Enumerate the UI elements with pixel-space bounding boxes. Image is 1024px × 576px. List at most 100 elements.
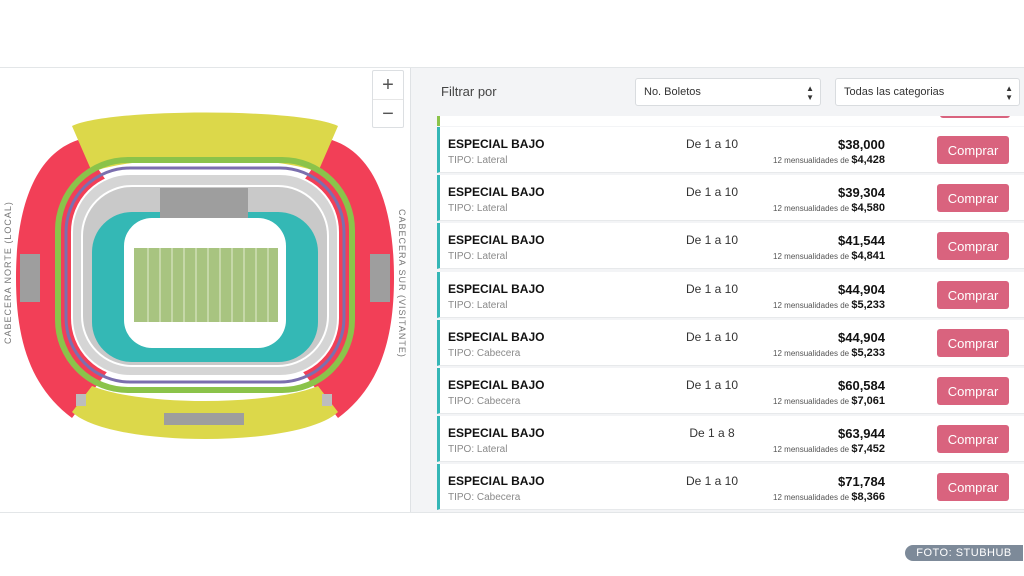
listings-panel: Filtrar por No. Boletos ▲ ▼ Todas las cat… <box>411 68 1024 512</box>
section-yellow-bottom <box>72 386 338 439</box>
listing-title: ESPECIAL BAJO <box>448 137 545 151</box>
buy-button[interactable]: Comprar <box>937 232 1009 261</box>
monthly-amount: $5,233 <box>851 298 885 311</box>
ring-purple <box>64 166 346 384</box>
listing-row[interactable]: ESPECIAL BAJO TIPO: Cabecera De 1 a 10 $44,… <box>437 319 1024 366</box>
entrance-left <box>20 254 40 302</box>
listing-price: $71,784 <box>838 474 885 490</box>
categorias-select[interactable]: Todas las categorias ▲ ▼ <box>835 78 1020 106</box>
listing-title: ESPECIAL BAJO <box>448 185 545 200</box>
listing-price: $44,904 <box>838 329 885 345</box>
south-block <box>164 413 244 425</box>
listing-type: TIPO: Lateral <box>448 203 508 215</box>
monthly-amount: $4,841 <box>851 250 885 263</box>
listing-quantity: De 1 a 10 <box>685 281 739 296</box>
listing-type: TIPO: Cabecera <box>448 347 521 359</box>
listing-quantity: De 1 a 8 <box>689 426 735 441</box>
label-cabecera-norte: CABECERA NORTE (LOCAL) <box>3 201 13 344</box>
select-arrows-icon: ▲ ▼ <box>1005 84 1013 102</box>
corner-block-bl <box>76 394 86 406</box>
listing-row[interactable]: ESPECIAL BAJO TIPO: Lateral De 1 a 10 $41,5… <box>437 223 1024 270</box>
app-frame: CABECERA NORTE (LOCAL) CABECERA SUR (VIS… <box>0 67 1024 513</box>
listing-title: ESPECIAL BAJO <box>448 281 545 296</box>
monthly-prefix: 12 mensualidades de <box>773 445 850 455</box>
boletos-select-value: No. Boletos <box>644 86 701 98</box>
zoom-control: + − <box>372 70 404 128</box>
listing-row[interactable]: ESPECIAL BAJO TIPO: Lateral De 1 a 8 $63,94… <box>437 416 1024 463</box>
buy-button-partial[interactable] <box>940 116 1010 118</box>
listing-type: TIPO: Cabecera <box>448 492 521 504</box>
listing-row[interactable]: ESPECIAL BAJO TIPO: Lateral De 1 a 10 $44,9… <box>437 271 1024 318</box>
label-cabecera-sur: CABECERA SUR (VISITANTE) <box>397 209 407 358</box>
listing-price: $39,304 <box>838 185 885 201</box>
press-box <box>160 188 248 218</box>
listing-title: ESPECIAL BAJO <box>448 233 545 248</box>
listing-quantity: De 1 a 10 <box>685 137 739 151</box>
zoom-in-button[interactable]: + <box>373 71 403 100</box>
monthly-prefix: 12 mensualidades de <box>773 348 850 358</box>
listing-type: TIPO: Lateral <box>448 155 508 166</box>
listing-type: TIPO: Lateral <box>448 299 508 311</box>
monthly-prefix: 12 mensualidades de <box>773 300 850 310</box>
buy-button[interactable]: Comprar <box>937 425 1009 454</box>
listing-row[interactable]: ESPECIAL BAJO TIPO: Cabecera De 1 a 10 $71,… <box>437 464 1024 511</box>
listing-title: ESPECIAL BAJO <box>448 426 545 441</box>
listing-row[interactable]: ESPECIAL BAJO TIPO: Lateral De 1 a 10 $39,3… <box>437 175 1024 222</box>
zoom-out-button[interactable]: − <box>382 103 394 125</box>
monthly-prefix: 12 mensualidades de <box>773 252 850 262</box>
listing-type: TIPO: Lateral <box>448 251 508 263</box>
monthly-prefix: 12 mensualidades de <box>773 397 850 406</box>
monthly-amount: $7,452 <box>851 443 885 456</box>
listing-quantity: De 1 a 10 <box>685 474 739 489</box>
listing-price: $60,584 <box>838 378 885 393</box>
monthly-amount: $7,061 <box>851 395 885 407</box>
listing-quantity: De 1 a 10 <box>685 378 739 392</box>
monthly-amount: $4,580 <box>851 202 885 215</box>
buy-button[interactable]: Comprar <box>937 473 1009 502</box>
listing-price: $63,944 <box>838 426 885 442</box>
listing-price: $44,904 <box>838 281 885 297</box>
boletos-select[interactable]: No. Boletos ▲ ▼ <box>635 78 821 106</box>
listing-price: $38,000 <box>838 137 885 152</box>
listing-monthly: 12 mensualidades de $4,841 <box>773 250 885 262</box>
listing-monthly: 12 mensualidades de $7,452 <box>773 443 885 455</box>
listing-quantity: De 1 a 10 <box>685 233 739 248</box>
field-lines <box>147 248 269 322</box>
listing-title: ESPECIAL BAJO <box>448 474 545 489</box>
playing-field <box>134 248 278 322</box>
monthly-amount: $4,428 <box>851 154 885 166</box>
monthly-amount: $5,233 <box>851 346 885 359</box>
listing-monthly: 12 mensualidades de $8,366 <box>773 491 885 503</box>
ring-green <box>55 157 355 393</box>
select-arrows-icon: ▲ ▼ <box>806 84 814 102</box>
stadium-map-panel: CABECERA NORTE (LOCAL) CABECERA SUR (VIS… <box>0 68 411 512</box>
buy-button[interactable]: Comprar <box>937 377 1009 405</box>
listing-monthly: 12 mensualidades de $4,428 <box>773 154 885 166</box>
listing-type: TIPO: Lateral <box>448 444 508 456</box>
monthly-amount: $8,366 <box>851 491 885 504</box>
listing-monthly: 12 mensualidades de $5,233 <box>773 347 885 359</box>
listing-type: TIPO: Cabecera <box>448 396 521 407</box>
listing-title: ESPECIAL BAJO <box>448 329 545 344</box>
filter-label: Filtrar por <box>441 84 497 99</box>
stadium-map[interactable] <box>0 68 410 512</box>
listing-row[interactable]: ESPECIAL BAJO TIPO: Lateral De 1 a 10 $38,0… <box>437 127 1024 173</box>
listing-title: ESPECIAL BAJO <box>448 378 545 392</box>
listing-monthly: 12 mensualidades de $7,061 <box>773 395 885 407</box>
listing-monthly: 12 mensualidades de $5,233 <box>773 299 885 311</box>
categorias-select-value: Todas las categorias <box>844 86 945 98</box>
buy-button[interactable]: Comprar <box>937 136 1009 164</box>
entrance-right <box>370 254 390 302</box>
buy-button[interactable]: Comprar <box>937 280 1009 309</box>
buy-button[interactable]: Comprar <box>937 328 1009 357</box>
photo-credit: FOTO: STUBHUB <box>905 545 1023 561</box>
listing-price: $41,544 <box>838 233 885 249</box>
listing-list: ESPECIAL BAJO TIPO: Lateral De 1 a 10 $38,0… <box>437 116 1024 512</box>
listing-row[interactable]: ESPECIAL BAJO TIPO: Cabecera De 1 a 10 $60,… <box>437 368 1024 414</box>
corner-block-br <box>322 394 332 406</box>
listing-quantity: De 1 a 10 <box>685 329 739 344</box>
buy-button[interactable]: Comprar <box>937 184 1009 213</box>
filter-bar: Filtrar por No. Boletos ▲ ▼ Todas las cat… <box>411 68 1024 116</box>
monthly-prefix: 12 mensualidades de <box>773 493 850 503</box>
listing-quantity: De 1 a 10 <box>685 185 739 200</box>
